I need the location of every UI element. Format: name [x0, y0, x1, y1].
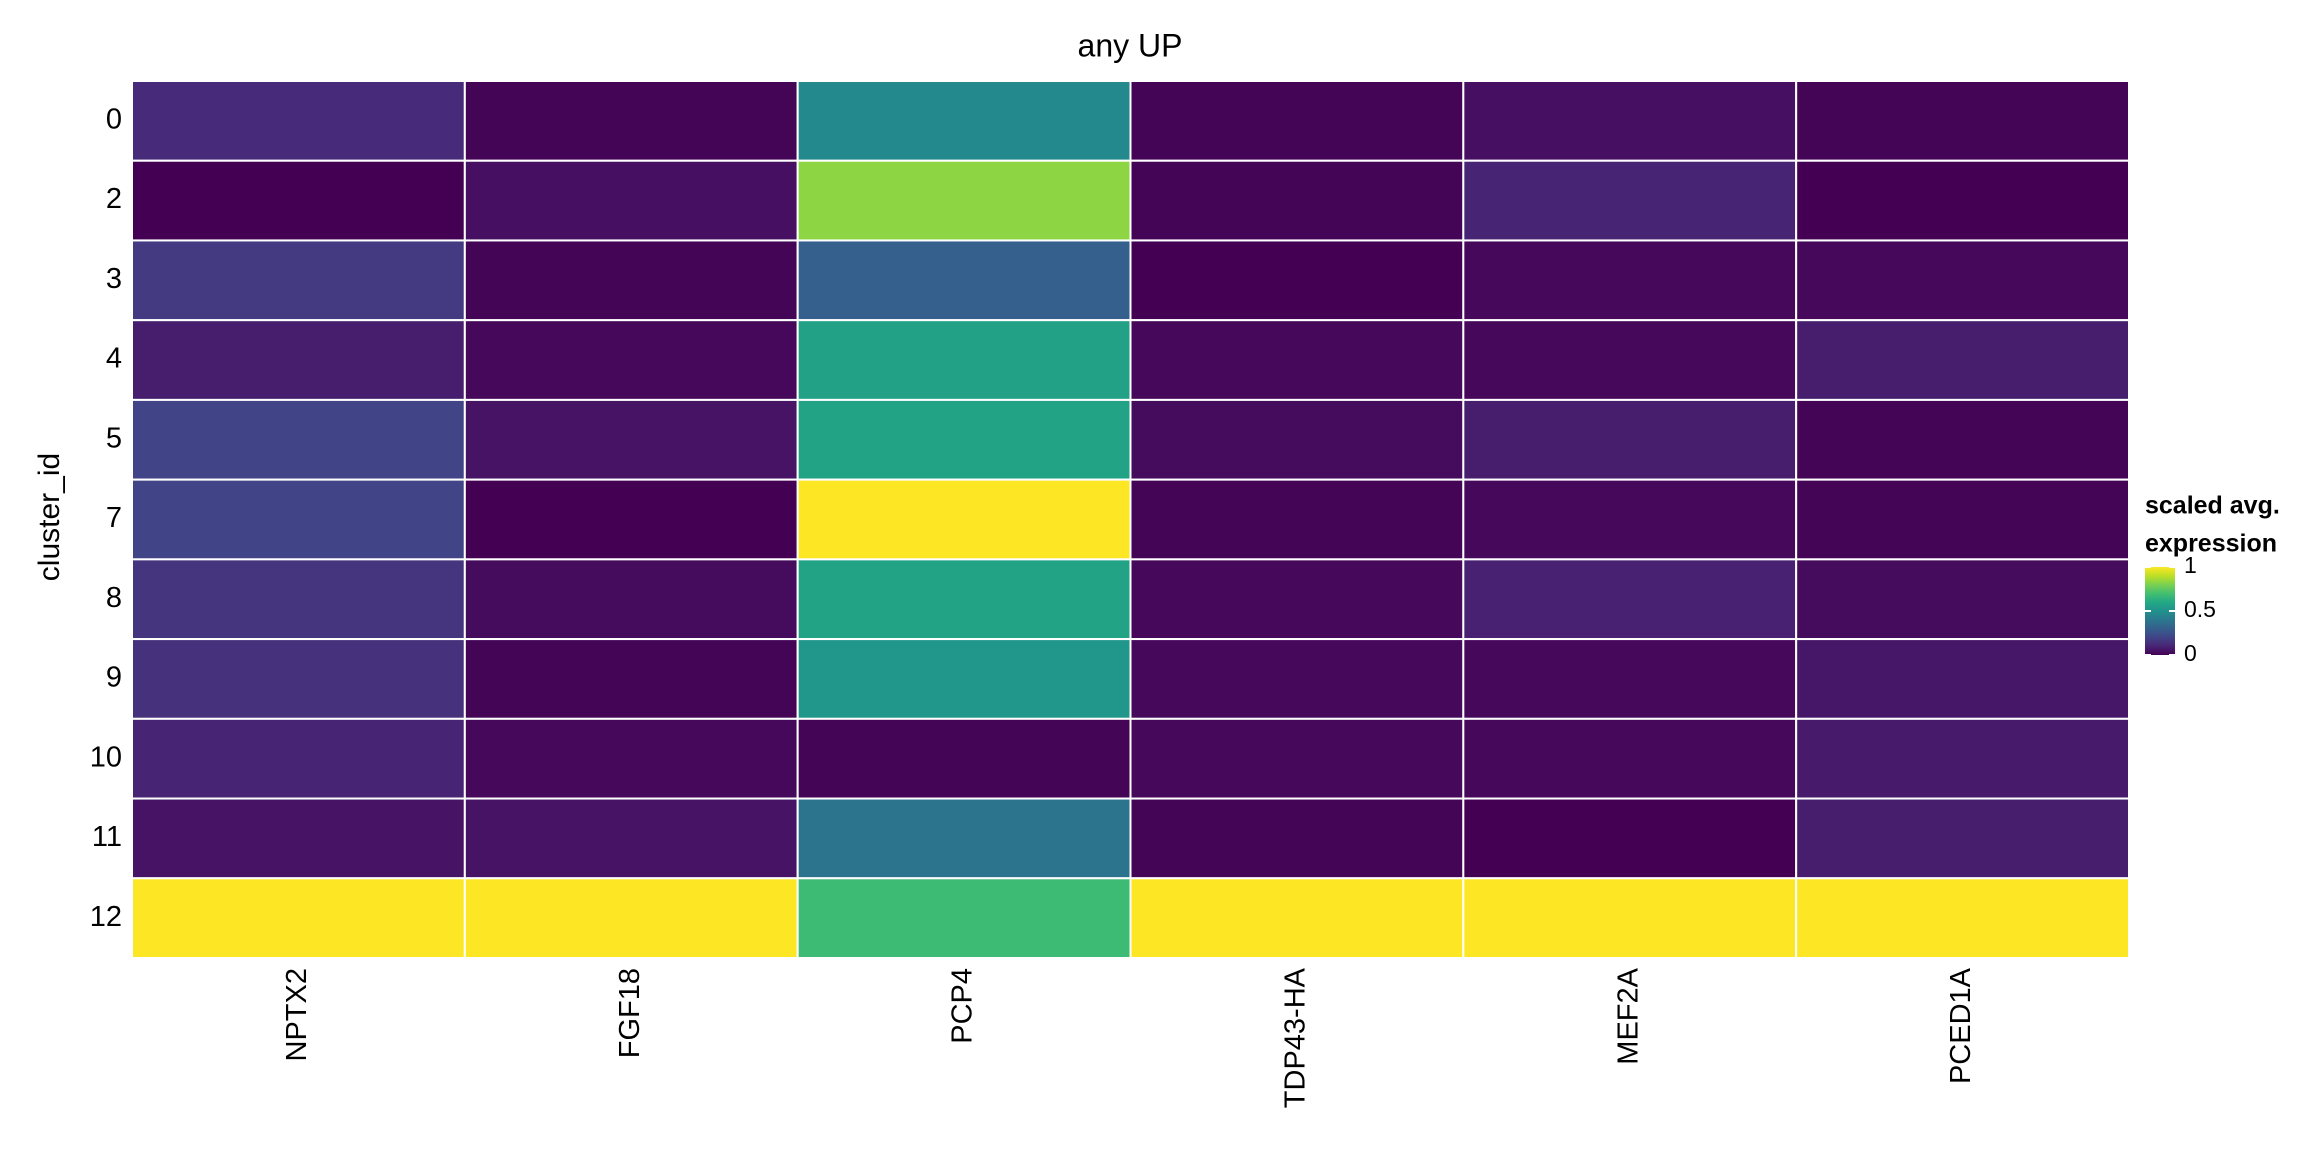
heatmap-cell: [1129, 717, 1465, 800]
y-tick-label: 0: [106, 104, 122, 136]
heatmap-cell: [1795, 319, 2130, 401]
heatmap-cell: [131, 80, 466, 162]
heatmap-cell: [1462, 558, 1798, 641]
heatmap-cell: [796, 717, 1132, 800]
heatmap-cell: [796, 558, 1132, 641]
heatmap-cell: [131, 398, 466, 481]
y-tick-label: 5: [106, 422, 122, 454]
heatmap-cell: [131, 319, 466, 401]
heatmap-cell: [1795, 877, 2130, 959]
heatmap-cell: [131, 239, 466, 322]
heatmap-cell: [1129, 478, 1465, 561]
heatmap-cell: [1795, 80, 2130, 162]
heatmap-cell: [463, 797, 799, 880]
y-tick-label: 4: [106, 343, 122, 375]
heatmap-cell: [463, 239, 799, 322]
heatmap-cell: [131, 159, 466, 242]
heatmap-cell: [1462, 319, 1798, 401]
heatmap-cell: [796, 478, 1132, 561]
x-tick-label: PCED1A: [1945, 967, 1977, 1084]
heatmap-cell: [1462, 877, 1798, 959]
heatmap-cell: [1795, 797, 2130, 880]
heatmap-cell: [796, 159, 1132, 242]
y-tick-label: 3: [106, 263, 122, 295]
heatmap-cell: [796, 319, 1132, 401]
heatmap-cell: [1462, 797, 1798, 880]
heatmap-cell: [1129, 797, 1465, 880]
x-tick-label: PCP4: [947, 968, 979, 1044]
heatmap-cell: [1462, 80, 1798, 162]
y-tick-label: 2: [106, 183, 122, 215]
heatmap-cell: [463, 717, 799, 800]
heatmap-cell: [1795, 478, 2130, 561]
x-tick-label: MEF2A: [1612, 967, 1644, 1064]
heatmap-cell: [463, 558, 799, 641]
heatmap-cell: [796, 80, 1132, 162]
heatmap-cell: [1129, 159, 1465, 242]
heatmap-cell: [1795, 159, 2130, 242]
y-tick-label: 11: [92, 821, 122, 853]
heatmap-cell: [463, 319, 799, 401]
heatmap-cell: [796, 638, 1132, 720]
heatmap-cell: [463, 478, 799, 561]
heatmap-cell: [131, 558, 466, 641]
heatmap-cell: [1129, 398, 1465, 481]
x-tick-label: TDP43-HA: [1280, 967, 1312, 1108]
heatmap-cell: [1462, 478, 1798, 561]
heatmap-cell: [796, 797, 1132, 880]
y-tick-label: 8: [106, 582, 122, 614]
heatmap-cell: [796, 239, 1132, 322]
y-axis-title: cluster_id: [33, 453, 66, 581]
heatmap-cell: [463, 638, 799, 720]
heatmap-cell: [1462, 398, 1798, 481]
legend-title: expression: [2145, 530, 2277, 558]
heatmap-cell: [131, 797, 466, 880]
heatmap-cell: [1462, 717, 1798, 800]
heatmap-cell: [1129, 80, 1465, 162]
heatmap-cell: [1795, 239, 2130, 322]
heatmap-cell: [1129, 558, 1465, 641]
legend-tick-label: 0: [2184, 640, 2197, 666]
y-tick-label: 7: [106, 502, 122, 534]
heatmap-cell: [796, 398, 1132, 481]
heatmap-cell: [131, 717, 466, 800]
legend-title: scaled avg.: [2145, 492, 2280, 520]
chart-title: any UP: [1078, 27, 1183, 63]
heatmap-cell: [131, 478, 466, 561]
heatmap-cell: [463, 159, 799, 242]
heatmap-cell: [1129, 877, 1465, 959]
x-tick-label: FGF18: [614, 968, 646, 1058]
heatmap-cell: [1795, 717, 2130, 800]
heatmap-cell: [1462, 638, 1798, 720]
heatmap-cell: [1129, 239, 1465, 322]
heatmap-cell: [1462, 159, 1798, 242]
legend-tick-label: 0.5: [2184, 596, 2216, 622]
heatmap-cell: [1795, 398, 2130, 481]
heatmap-cell: [796, 877, 1132, 959]
heatmap-cell: [1129, 319, 1465, 401]
heatmap-cell: [131, 638, 466, 720]
heatmap-cell: [1795, 558, 2130, 641]
heatmap-cell: [1129, 638, 1465, 720]
heatmap-cell: [463, 398, 799, 481]
heatmap-cell: [1462, 239, 1798, 322]
y-tick-label: 10: [90, 741, 122, 773]
y-tick-label: 9: [106, 662, 122, 694]
heatmap-cell: [463, 877, 799, 959]
heatmap-cell: [1795, 638, 2130, 720]
heatmap-cell: [131, 877, 466, 959]
heatmap-cell: [463, 80, 799, 162]
x-tick-label: NPTX2: [281, 968, 313, 1061]
legend-tick-label: 1: [2184, 552, 2197, 578]
y-tick-label: 12: [90, 901, 122, 933]
